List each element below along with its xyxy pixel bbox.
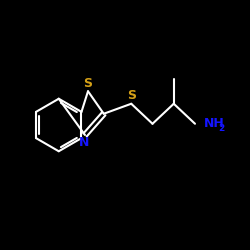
Text: NH: NH bbox=[204, 117, 225, 130]
Text: 2: 2 bbox=[218, 124, 224, 133]
Text: N: N bbox=[78, 136, 89, 149]
Text: S: S bbox=[127, 89, 136, 102]
Text: S: S bbox=[84, 77, 92, 90]
